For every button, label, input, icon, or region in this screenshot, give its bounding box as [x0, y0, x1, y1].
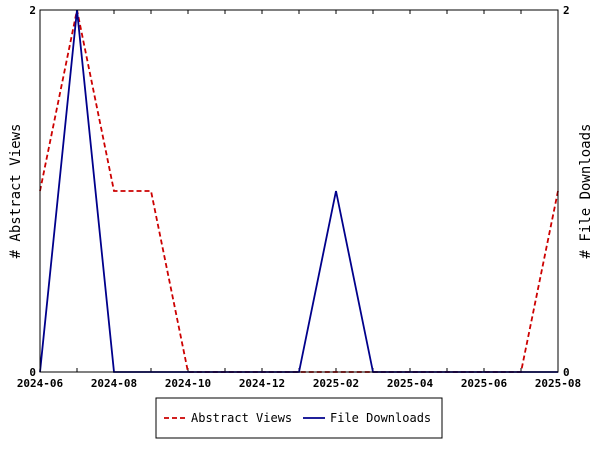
legend: Abstract Views File Downloads [155, 397, 443, 439]
y-tick-label-right-0: 0 [563, 366, 570, 379]
y-tick-label-left-0: 0 [29, 366, 36, 379]
legend-label-file-downloads: File Downloads [330, 411, 431, 425]
x-tick-label-2025-06: 2025-06 [461, 377, 508, 390]
x-tick-label-2025-02: 2025-02 [313, 377, 359, 390]
x-tick-label-2024-06: 2024-06 [17, 377, 64, 390]
series-lines [39, 9, 559, 373]
y-tick-label-left-2: 2 [29, 4, 36, 17]
legend-label-abstract-views: Abstract Views [191, 411, 292, 425]
x-tick-label-2025-04: 2025-04 [387, 377, 434, 390]
x-tick-label-2024-08: 2024-08 [91, 377, 137, 390]
x-tick-label-2024-12: 2024-12 [239, 377, 285, 390]
series-line-abstract-views [39, 9, 559, 373]
legend-box [155, 397, 443, 439]
y-axis-title-right: # File Downloads [578, 124, 594, 259]
plot-frame [39, 9, 559, 373]
x-tick-label-2025-08: 2025-08 [535, 377, 581, 390]
series-line-file-downloads [39, 9, 558, 373]
x-tick-label-2024-10: 2024-10 [165, 377, 211, 390]
tick-labels: 2024-06 2024-08 2024-10 2024-12 2025-02 2025-… [17, 4, 581, 390]
y-axis-title-left: # Abstract Views [8, 124, 24, 259]
tick-marks [39, 10, 559, 372]
y-tick-label-right-2: 2 [563, 4, 570, 17]
